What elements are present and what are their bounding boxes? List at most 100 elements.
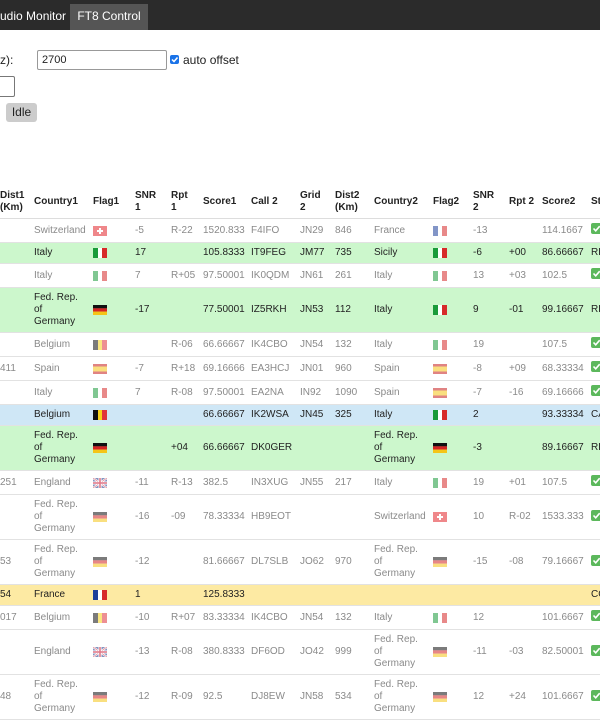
flag-icon <box>93 363 107 374</box>
flag-icon <box>93 512 107 522</box>
cell <box>429 539 469 585</box>
cell: Italy <box>30 380 89 405</box>
cell <box>131 404 167 426</box>
button[interactable]: Idle <box>6 103 37 122</box>
cell: Italy <box>370 332 429 357</box>
cell: 112 <box>331 287 370 333</box>
check-icon <box>591 554 600 566</box>
cell <box>429 674 469 720</box>
cell: 97.50001 <box>199 380 247 405</box>
cell: R+05 <box>167 263 199 288</box>
row: Belgium R-06 66.66667 IK4CBO JN54 132 Italy 19 1… <box>0 332 600 357</box>
cell <box>469 584 505 606</box>
flag-icon <box>433 339 447 350</box>
cell: IK4CBO <box>247 605 296 630</box>
cell <box>89 287 131 333</box>
cell: 66.66667 <box>199 332 247 357</box>
flag-icon <box>433 225 447 236</box>
cell <box>538 584 587 606</box>
cell: 1533.333 <box>538 494 587 540</box>
cell: JN53 <box>296 287 331 333</box>
cell: 2 <box>469 404 505 426</box>
cell <box>587 494 600 540</box>
freq-input[interactable]: 2700 <box>37 50 167 70</box>
cell: -09 <box>167 494 199 540</box>
cell <box>429 584 469 606</box>
column-header: St <box>587 186 600 219</box>
column-header: Call 2 <box>247 186 296 219</box>
cell: -01 <box>505 287 538 333</box>
column-header: Score2 <box>538 186 587 219</box>
cell: -3 <box>469 425 505 471</box>
cell: R-08 <box>167 629 199 675</box>
column-header: Rpt 1 <box>167 186 199 219</box>
cell <box>587 629 600 675</box>
cell: Belgium <box>30 605 89 630</box>
cell <box>505 218 538 243</box>
check-icon <box>591 268 600 279</box>
cell <box>429 242 469 264</box>
cell: 107.5 <box>538 332 587 357</box>
cell <box>296 425 331 471</box>
cell <box>167 539 199 585</box>
cell: 89.16667 <box>538 425 587 471</box>
cell: HB9EOT <box>247 494 296 540</box>
cell: IK0QDM <box>247 263 296 288</box>
cell <box>429 287 469 333</box>
flag-icon <box>93 692 107 702</box>
cell: +03 <box>505 263 538 288</box>
cell: EA2NA <box>247 380 296 405</box>
check-icon <box>591 337 600 348</box>
column-header: SNR 1 <box>131 186 167 219</box>
cell: England <box>30 470 89 495</box>
cell: Italy <box>370 287 429 333</box>
cell <box>89 404 131 426</box>
cell <box>587 356 600 381</box>
flag-icon <box>433 387 447 398</box>
tab[interactable]: udio Monitor <box>0 9 67 23</box>
cell <box>89 539 131 585</box>
cell: IN3XUG <box>247 470 296 495</box>
tab-active[interactable]: FT8 Control <box>70 4 148 30</box>
flag-icon <box>433 647 447 657</box>
cell: Sicily <box>370 242 429 264</box>
cell: Fed. Rep. of Germany <box>30 287 89 333</box>
cell: 105.8333 <box>199 242 247 264</box>
cell: -10 <box>131 605 167 630</box>
cell: R-08 <box>167 380 199 405</box>
cell: IK2WSA <box>247 404 296 426</box>
check-icon <box>591 223 600 234</box>
cell: 1090 <box>331 380 370 405</box>
flag-icon <box>433 248 447 258</box>
text-input[interactable] <box>0 76 15 97</box>
cell <box>429 425 469 471</box>
checkbox[interactable] <box>170 55 179 64</box>
flag-icon <box>93 339 107 350</box>
flag-icon <box>433 270 447 281</box>
flag-icon <box>433 305 447 315</box>
cell: Fed. Rep. of Germany <box>370 539 429 585</box>
cell: DL7SLB <box>247 539 296 585</box>
cell: JN58 <box>296 674 331 720</box>
cell: Italy <box>370 470 429 495</box>
cell: Fed. Rep. of Germany <box>370 674 429 720</box>
check-icon <box>591 509 600 521</box>
row: Fed. Rep. of Germany -16 -09 78.33334 HB9EOT… <box>0 494 600 540</box>
cell <box>131 332 167 357</box>
check-icon <box>591 475 600 486</box>
cell: 970 <box>331 539 370 585</box>
cell: 82.50001 <box>538 629 587 675</box>
cell: 66.66667 <box>199 404 247 426</box>
cell <box>505 605 538 630</box>
cell: 846 <box>331 218 370 243</box>
cell: -15 <box>469 539 505 585</box>
cell <box>167 242 199 264</box>
row: Italy 7 R-08 97.50001 EA2NA IN92 1090 Spain -7 -1… <box>0 380 600 405</box>
cell <box>167 287 199 333</box>
cell: -16 <box>505 380 538 405</box>
cell: DJ8EW <box>247 674 296 720</box>
cell: JO42 <box>296 629 331 675</box>
cell: 93.33334 <box>538 404 587 426</box>
cell: -7 <box>131 356 167 381</box>
